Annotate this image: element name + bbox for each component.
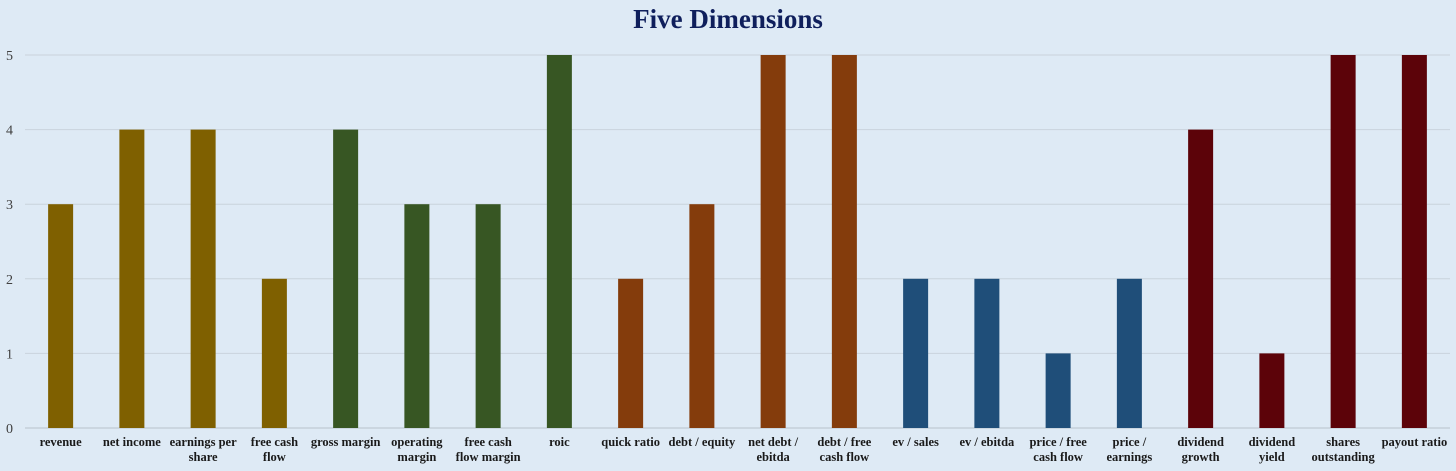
bar (190, 129, 216, 428)
bar (48, 204, 74, 428)
y-tick-label: 3 (6, 198, 13, 213)
bar (1401, 55, 1427, 428)
x-axis-labels: revenue net income earnings per share free c… (40, 435, 1448, 464)
x-tick-label: free cash flow margin (456, 435, 521, 464)
bars (48, 55, 1427, 428)
x-tick-label: revenue (40, 435, 83, 449)
bar (546, 55, 572, 428)
y-tick-label: 4 (6, 124, 13, 139)
y-tick-label: 1 (6, 347, 13, 362)
x-tick-label: net debt / ebitda (748, 435, 799, 464)
x-tick-label: free cash flow (251, 435, 298, 464)
bar (404, 204, 430, 428)
y-tick-label: 0 (6, 422, 13, 437)
bar (760, 55, 786, 428)
x-tick-label: quick ratio (601, 435, 660, 449)
bar (618, 278, 644, 428)
bar (261, 278, 287, 428)
bar (974, 278, 1000, 428)
bar (1188, 129, 1214, 428)
x-tick-label: ev / sales (892, 435, 939, 449)
bar (831, 55, 857, 428)
x-tick-label: debt / free cash flow (817, 435, 871, 464)
x-tick-label: price / free cash flow (1029, 435, 1087, 464)
x-tick-label: net income (103, 435, 161, 449)
gridlines (25, 54, 1450, 429)
bar (333, 129, 359, 428)
bar (689, 204, 715, 428)
bar (1116, 278, 1142, 428)
y-axis-ticks: 0 1 2 3 4 5 (6, 49, 13, 437)
x-tick-label: shares outstanding (1312, 435, 1376, 464)
x-tick-label: earnings per share (170, 435, 237, 464)
x-tick-label: payout ratio (1382, 435, 1448, 449)
y-tick-label: 5 (6, 49, 13, 64)
x-tick-label: price / earnings (1106, 435, 1152, 464)
bar (1045, 353, 1071, 428)
x-tick-label: operating margin (391, 435, 443, 464)
bar (903, 278, 929, 428)
x-tick-label: dividend growth (1177, 435, 1224, 464)
bar (475, 204, 501, 428)
x-tick-label: dividend yield (1249, 435, 1296, 464)
x-tick-label: ev / ebitda (959, 435, 1015, 449)
chart-title: Five Dimensions (633, 4, 823, 34)
bar (1330, 55, 1356, 428)
bar (1259, 353, 1285, 428)
x-tick-label: debt / equity (669, 435, 736, 449)
bar (119, 129, 145, 428)
y-tick-label: 2 (6, 273, 13, 288)
x-tick-label: gross margin (311, 435, 381, 449)
x-tick-label: roic (549, 435, 570, 449)
